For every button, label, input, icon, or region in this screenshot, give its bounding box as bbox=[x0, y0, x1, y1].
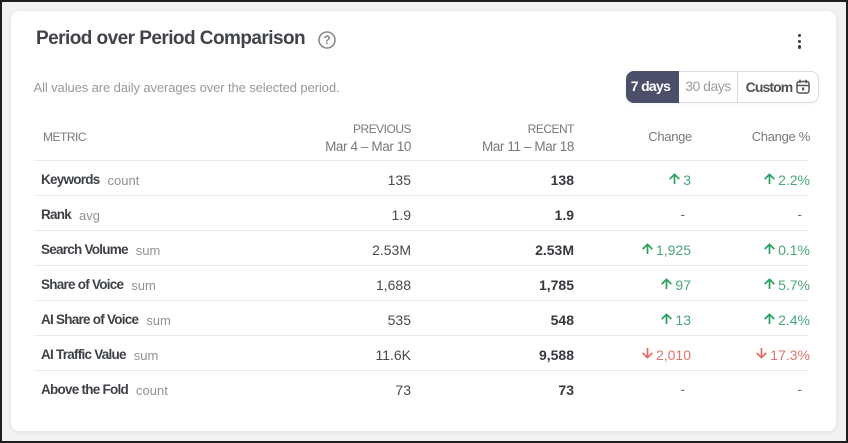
svg-text:?: ? bbox=[323, 33, 330, 47]
